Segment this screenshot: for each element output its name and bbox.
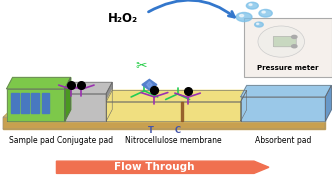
Polygon shape (21, 93, 29, 113)
Polygon shape (142, 79, 157, 90)
Polygon shape (3, 113, 329, 117)
Text: C: C (175, 126, 181, 135)
Ellipse shape (258, 26, 304, 57)
FancyArrow shape (56, 161, 269, 174)
Circle shape (249, 4, 252, 5)
Polygon shape (241, 86, 331, 97)
Circle shape (255, 22, 263, 27)
Text: Sample pad: Sample pad (9, 136, 54, 145)
Circle shape (291, 35, 297, 38)
Point (79, 84, 84, 87)
Polygon shape (106, 90, 247, 102)
Circle shape (259, 9, 272, 17)
Circle shape (291, 45, 297, 48)
Polygon shape (3, 117, 325, 129)
Circle shape (262, 11, 265, 13)
Polygon shape (106, 102, 241, 121)
Polygon shape (241, 90, 247, 121)
Polygon shape (325, 86, 331, 121)
Circle shape (246, 2, 258, 9)
Polygon shape (7, 77, 71, 89)
Text: Pressure meter: Pressure meter (257, 65, 319, 71)
FancyBboxPatch shape (244, 18, 332, 77)
Polygon shape (65, 77, 71, 121)
Circle shape (236, 12, 252, 22)
Polygon shape (106, 82, 112, 121)
Polygon shape (42, 93, 49, 113)
Circle shape (240, 15, 244, 17)
Polygon shape (31, 93, 39, 113)
Point (185, 89, 190, 92)
Polygon shape (65, 94, 106, 121)
Polygon shape (241, 97, 325, 121)
Text: Nitrocellulose membrane: Nitrocellulose membrane (125, 136, 222, 145)
Text: Flow Through: Flow Through (114, 162, 195, 172)
Text: T: T (148, 126, 154, 135)
Circle shape (257, 23, 259, 24)
Text: ✂: ✂ (135, 59, 147, 73)
Text: H₂O₂: H₂O₂ (108, 12, 138, 25)
Point (152, 89, 157, 92)
Text: Conjugate pad: Conjugate pad (57, 136, 114, 145)
Polygon shape (181, 102, 183, 121)
Polygon shape (7, 89, 65, 121)
FancyBboxPatch shape (273, 36, 296, 47)
Polygon shape (11, 93, 19, 113)
Polygon shape (147, 81, 152, 88)
Point (69, 84, 74, 87)
Text: Absorbent pad: Absorbent pad (255, 136, 311, 145)
Polygon shape (65, 82, 112, 94)
